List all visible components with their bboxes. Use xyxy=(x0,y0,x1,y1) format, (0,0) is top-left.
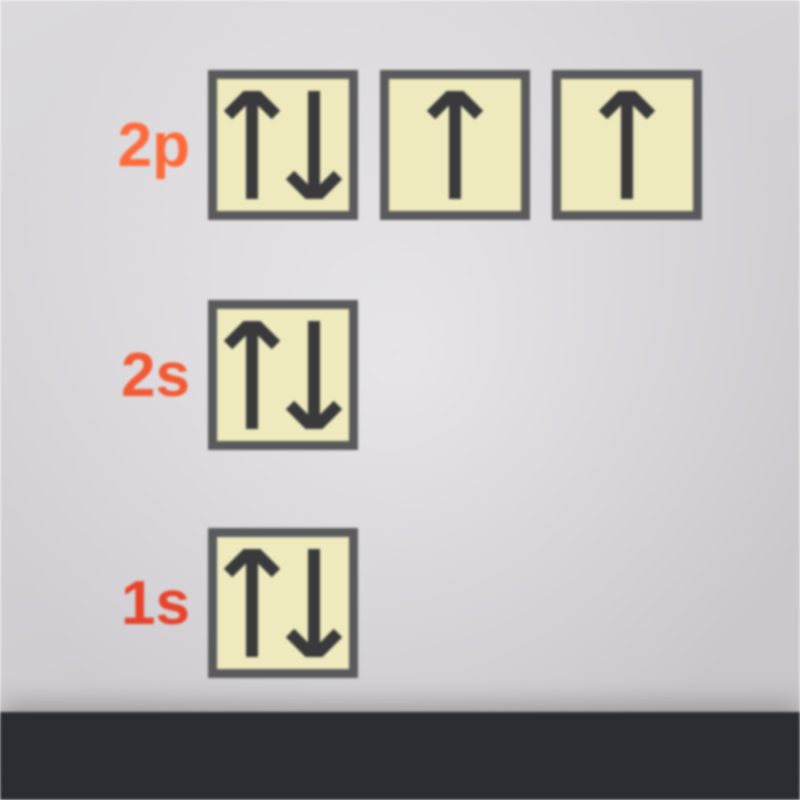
bottom-bar xyxy=(0,712,800,800)
orbital-diagram: 2p 2s 1s xyxy=(0,0,800,800)
orbital-row-1s: 1s xyxy=(50,528,358,678)
orbital-label-2s: 2s xyxy=(50,340,190,411)
orbital-row-2p: 2p xyxy=(50,70,702,220)
electron-arrows xyxy=(425,91,485,199)
orbital-label-1s: 1s xyxy=(50,568,190,639)
orbital-box xyxy=(208,528,358,678)
orbital-box xyxy=(208,70,358,220)
electron-arrows xyxy=(222,321,344,429)
orbital-boxes-2s xyxy=(208,300,358,450)
electron-arrows xyxy=(597,91,657,199)
orbital-row-2s: 2s xyxy=(50,300,358,450)
orbital-box xyxy=(208,300,358,450)
electron-arrows xyxy=(222,549,344,657)
electron-arrows xyxy=(222,91,344,199)
orbital-boxes-1s xyxy=(208,528,358,678)
orbital-box xyxy=(380,70,530,220)
orbital-label-2p: 2p xyxy=(50,110,190,181)
orbital-box xyxy=(552,70,702,220)
orbital-boxes-2p xyxy=(208,70,702,220)
